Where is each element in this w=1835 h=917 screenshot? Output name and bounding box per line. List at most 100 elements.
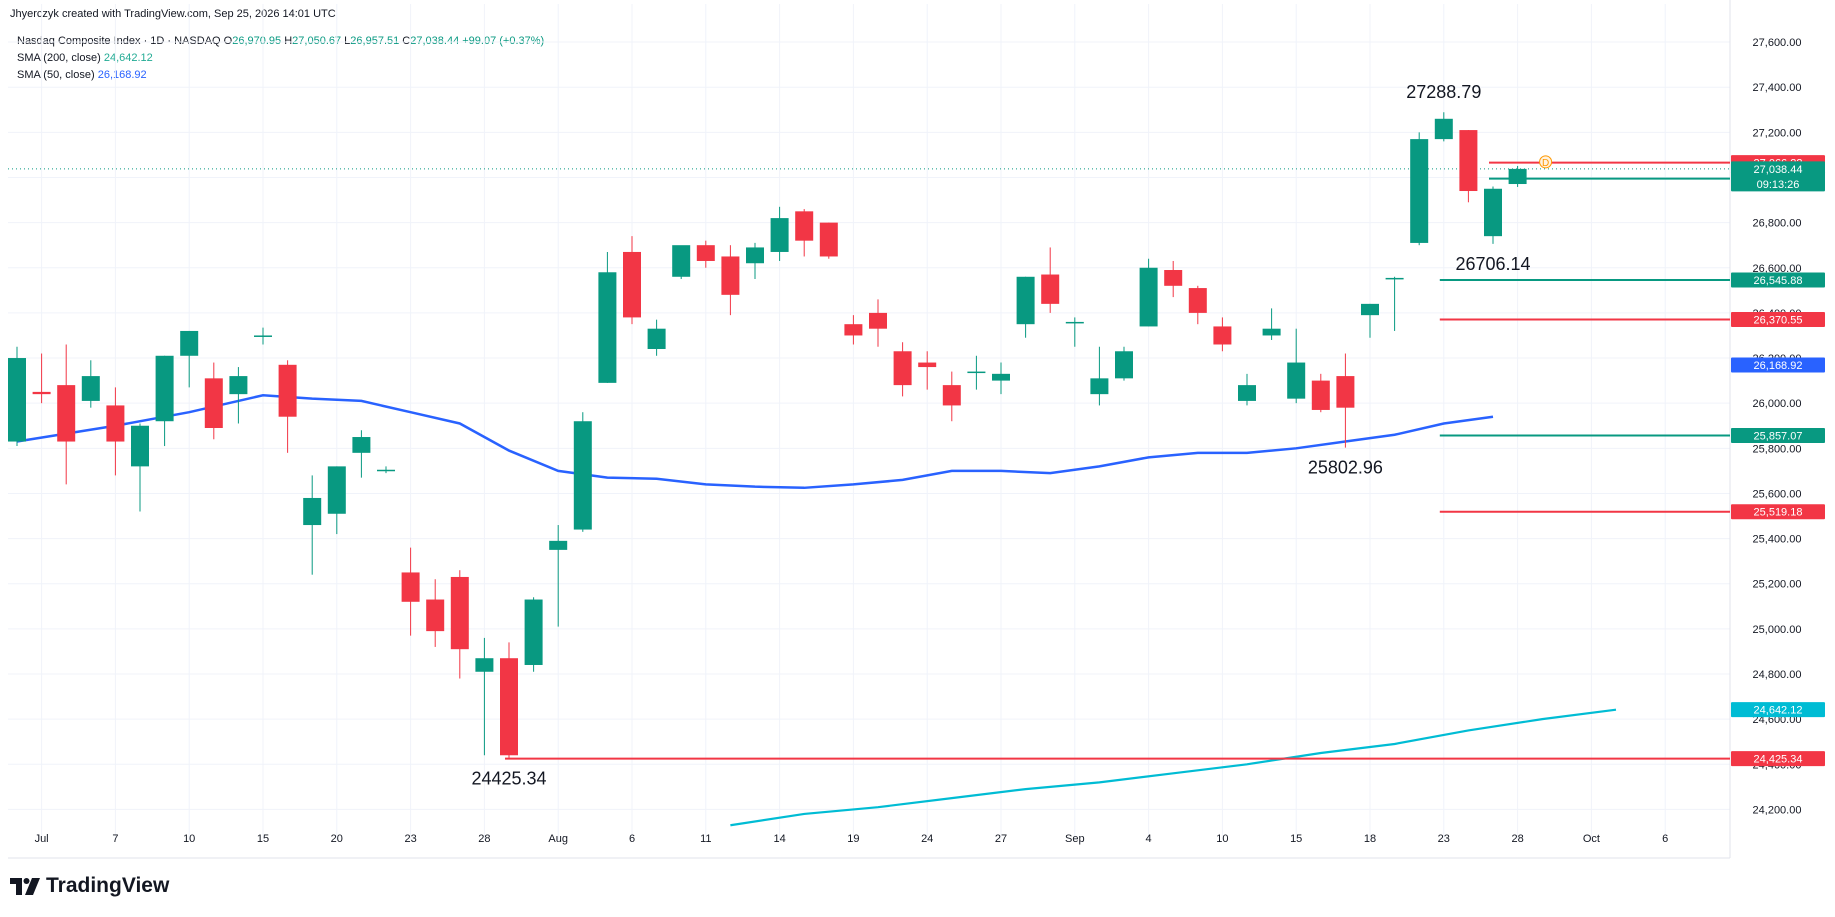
price-axis-labels: 24,200.0024,400.0024,600.0024,800.0025,0… <box>1753 37 1802 816</box>
time-tick-label: 23 <box>1438 833 1450 845</box>
sma200-label: SMA (200, close) <box>17 52 101 64</box>
dividend-marker: D <box>1539 155 1553 169</box>
price-tag-bg <box>1731 272 1825 288</box>
price-tag-label: 27,038.44 <box>1754 164 1803 176</box>
candle-body <box>204 378 223 428</box>
price-tick-label: 24,800.00 <box>1753 669 1802 681</box>
candle <box>967 355 986 390</box>
candle-body <box>1311 380 1330 410</box>
price-annotations: 27288.79 26706.14 25802.96 24425.34 <box>471 82 1530 788</box>
candle <box>623 236 641 325</box>
candle-body <box>1410 139 1429 243</box>
candle-body <box>278 364 297 417</box>
candle-body <box>377 469 395 472</box>
candle <box>1213 317 1232 352</box>
candle-body <box>1262 328 1281 336</box>
time-tick-label: 23 <box>404 833 416 845</box>
tradingview-logo[interactable]: TradingView <box>10 874 169 898</box>
candle-body <box>770 218 789 252</box>
time-tick-label: 10 <box>1216 833 1228 845</box>
candle <box>844 315 863 345</box>
candle <box>1238 373 1256 406</box>
time-tick-label: 10 <box>183 833 195 845</box>
sma50-label: SMA (50, close) <box>17 69 95 81</box>
time-tick-label: 27 <box>995 833 1007 845</box>
time-tick-label: 7 <box>112 833 118 845</box>
high-value: 27,050.67 <box>292 35 342 47</box>
candle-body <box>1238 385 1256 401</box>
price-tag: 26,545.88 <box>1731 272 1825 288</box>
candle <box>426 579 445 647</box>
candle-body <box>1115 351 1133 379</box>
candle <box>1508 165 1527 187</box>
candle-body <box>327 466 346 514</box>
change-value: +99.07 (+0.37%) <box>462 35 545 47</box>
candle <box>1090 346 1109 406</box>
time-tick-label: 28 <box>478 833 490 845</box>
candle-body <box>573 421 592 530</box>
candle-body <box>1090 378 1109 395</box>
candle-body <box>623 251 641 318</box>
candle-body <box>1361 303 1379 316</box>
candle-body <box>32 391 51 395</box>
price-tick-label: 26,000.00 <box>1753 398 1802 410</box>
price-tick-label: 26,800.00 <box>1753 218 1802 230</box>
candle-body <box>1041 274 1060 304</box>
time-tick-label: 24 <box>921 833 933 845</box>
candle <box>1410 132 1429 246</box>
candle <box>1434 112 1453 142</box>
candle <box>746 242 764 280</box>
price-tag-bg <box>1731 504 1825 520</box>
time-tick-label: 15 <box>1290 833 1302 845</box>
time-tick-label: 14 <box>773 833 785 845</box>
candle <box>1361 303 1379 338</box>
candle-body <box>450 576 469 650</box>
candle-body <box>8 358 26 442</box>
candle <box>795 209 814 257</box>
close-value: 27,038.44 <box>410 35 460 47</box>
candle-body <box>869 312 887 329</box>
sma50-legend[interactable]: SMA (50, close) 26,168.92 <box>17 69 147 81</box>
price-tick-label: 25,400.00 <box>1753 534 1802 546</box>
candle <box>573 412 592 532</box>
price-tag-label: 25,857.07 <box>1754 430 1803 442</box>
candle-body <box>721 256 740 295</box>
candle-body <box>1484 188 1502 237</box>
candle <box>1336 353 1355 448</box>
candle <box>303 475 322 575</box>
price-tag: 27,038.44 09:13:26 <box>1731 161 1825 192</box>
price-tick-label: 27,200.00 <box>1753 127 1802 139</box>
candle-body <box>672 245 691 277</box>
time-tick-label: 6 <box>1662 833 1668 845</box>
price-tag-bg <box>1731 702 1825 718</box>
candle <box>377 466 395 474</box>
time-tick-label: Aug <box>548 833 568 845</box>
candle-body <box>254 335 272 337</box>
candle <box>500 642 518 759</box>
low-value: 26,957.51 <box>350 35 400 47</box>
price-tag: 25,519.18 <box>1731 504 1825 520</box>
candle <box>1065 317 1084 347</box>
candle-body <box>1434 118 1453 140</box>
time-tick-label: 4 <box>1146 833 1152 845</box>
candle <box>1385 276 1404 331</box>
price-tick-label: 25,000.00 <box>1753 624 1802 636</box>
candle-body <box>819 222 838 257</box>
price-tag-label: 24,425.34 <box>1754 754 1803 766</box>
candle-body <box>1287 362 1306 399</box>
candle <box>32 353 51 404</box>
candle <box>204 362 223 440</box>
candle <box>229 367 248 424</box>
candle-body <box>303 497 322 526</box>
candle <box>327 466 346 535</box>
candle <box>524 597 543 672</box>
candle-body <box>57 385 76 442</box>
candle <box>696 240 715 268</box>
candle <box>180 330 199 388</box>
candle-body <box>500 658 518 756</box>
candle-body <box>426 599 445 632</box>
price-tag-label: 25,519.18 <box>1754 507 1803 519</box>
candle <box>155 355 174 447</box>
sma200-legend[interactable]: SMA (200, close) 24,642.12 <box>17 52 153 64</box>
